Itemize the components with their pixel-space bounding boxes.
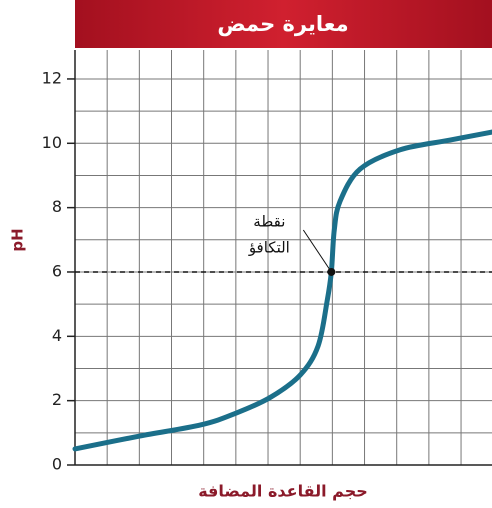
annotation-label: التكافؤ bbox=[248, 238, 290, 256]
y-axis-label: pH bbox=[9, 228, 27, 251]
y-tick-label: 4 bbox=[52, 326, 62, 345]
y-tick-label: 10 bbox=[42, 133, 62, 152]
y-tick-label: 2 bbox=[52, 390, 62, 409]
x-axis-label: حجم القاعدة المضافة bbox=[198, 482, 368, 501]
y-tick-label: 12 bbox=[42, 68, 62, 87]
y-tick-label: 0 bbox=[52, 455, 62, 474]
y-tick-label: 8 bbox=[52, 197, 62, 216]
title-bar bbox=[75, 0, 492, 48]
titration-curve bbox=[72, 129, 492, 452]
annotation-leader bbox=[302, 229, 332, 273]
annotation-label: نقطة bbox=[253, 212, 285, 230]
y-tick-label: 6 bbox=[52, 261, 62, 280]
equivalence-point bbox=[327, 267, 336, 276]
chart-title: معايرة حمض bbox=[217, 12, 348, 36]
